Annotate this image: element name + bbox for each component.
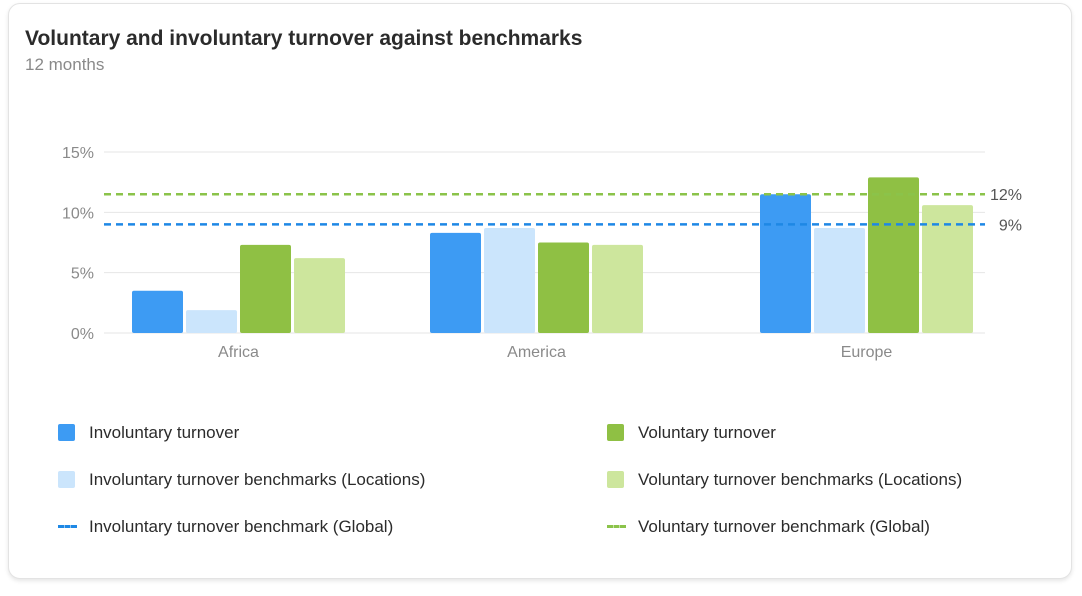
legend-item[interactable]: Involuntary turnover [58, 414, 607, 451]
reference-lines: 9% 12% [104, 187, 1022, 234]
bars [132, 177, 973, 333]
legend-item[interactable]: Voluntary turnover [607, 414, 1018, 451]
y-tick-label: 0% [71, 326, 94, 343]
legend-label: Voluntary turnover benchmarks (Locations… [638, 469, 963, 489]
bar-voluntary-africa[interactable] [240, 244, 291, 333]
legend-label: Involuntary turnover benchmarks (Locatio… [89, 469, 426, 489]
legend-dash-marker [607, 525, 626, 528]
bar-voluntary-europe[interactable] [868, 177, 919, 333]
x-axis-categories: Africa America Europe [218, 344, 892, 361]
legend-swatch [607, 471, 624, 488]
bar-voluntary-bench-africa[interactable] [294, 258, 345, 333]
bar-voluntary-bench-america[interactable] [592, 244, 643, 333]
bar-voluntary-america[interactable] [538, 242, 589, 334]
legend-item[interactable]: Voluntary turnover benchmarks (Locations… [607, 461, 1018, 498]
bar-involuntary-bench-africa[interactable] [186, 310, 237, 333]
x-category-label: Africa [218, 344, 259, 361]
chart-legend: Involuntary turnover Voluntary turnover In… [58, 414, 1018, 545]
bar-involuntary-bench-europe[interactable] [814, 228, 865, 333]
bar-involuntary-bench-america[interactable] [484, 228, 535, 333]
legend-label: Involuntary turnover [89, 422, 240, 442]
legend-dash-marker [58, 525, 77, 528]
bar-voluntary-bench-europe[interactable] [922, 205, 973, 333]
y-tick-label: 10% [62, 205, 94, 222]
legend-label: Voluntary turnover benchmark (Global) [638, 516, 930, 536]
bar-involuntary-africa[interactable] [132, 290, 183, 333]
legend-item[interactable]: Voluntary turnover benchmark (Global) [607, 508, 1018, 545]
legend-item[interactable]: Involuntary turnover benchmarks (Locatio… [58, 461, 607, 498]
y-tick-label: 15% [62, 145, 94, 162]
bar-involuntary-america[interactable] [430, 232, 481, 333]
legend-swatch [58, 424, 75, 441]
legend-swatch [58, 471, 75, 488]
legend-label: Involuntary turnover benchmark (Global) [89, 516, 394, 536]
legend-label: Voluntary turnover [638, 422, 776, 442]
x-category-label: Europe [841, 344, 893, 361]
reference-line-label: 12% [990, 187, 1022, 204]
chart-title: Voluntary and involuntary turnover again… [25, 27, 583, 50]
turnover-bar-chart: 0% 5% 10% 15% Africa America Europe 9% 12% [62, 145, 1022, 361]
y-axis-ticks: 0% 5% 10% 15% [62, 145, 94, 343]
reference-line-label: 9% [999, 217, 1022, 234]
legend-item[interactable]: Involuntary turnover benchmark (Global) [58, 508, 607, 545]
legend-swatch [607, 424, 624, 441]
y-tick-label: 5% [71, 266, 94, 283]
x-category-label: America [507, 344, 566, 361]
bar-involuntary-europe[interactable] [760, 194, 811, 333]
chart-subtitle: 12 months [25, 55, 105, 74]
